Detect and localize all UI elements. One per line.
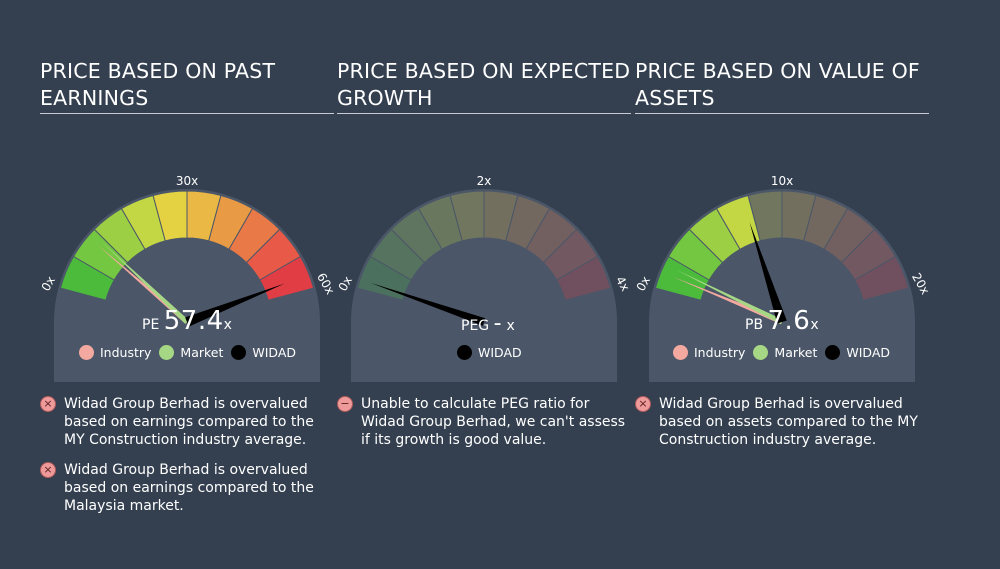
assessment-note: − Unable to calculate PEG ratio for Widad… [337, 395, 631, 449]
note-text: Widad Group Berhad is overvalued based o… [659, 396, 918, 448]
tick-label: 30x [176, 174, 198, 188]
peg-gauge: 0x 2x 4x [336, 170, 632, 382]
legend-label: Market [180, 345, 224, 360]
metric-suffix: x [810, 317, 819, 333]
panel-peg: PRICE BASED ON EXPECTED GROWTH 0x 2x 4x PE… [336, 0, 633, 569]
metric-value: - [493, 311, 503, 336]
minus-icon: − [337, 396, 353, 412]
pe-reading: PE 57.4x [142, 306, 232, 340]
peg-notes: − Unable to calculate PEG ratio for Widad… [337, 395, 631, 461]
legend-item-widad: WIDAD [231, 345, 296, 360]
needle-market [101, 241, 189, 324]
note-text: Unable to calculate PEG ratio for Widad … [361, 396, 626, 448]
metric-label: PEG [461, 318, 490, 334]
metric-suffix: x [223, 317, 232, 333]
legend-swatch [753, 345, 769, 360]
pe-legend: Industry Market WIDAD [79, 345, 304, 363]
legend-item-widad: WIDAD [825, 345, 890, 360]
cross-icon: × [635, 396, 651, 412]
legend-swatch [457, 345, 472, 360]
needle-industry [672, 276, 783, 325]
pe-gauge: 0x 30x 60x [39, 170, 337, 382]
legend-item-market: Market [753, 345, 817, 360]
legend-label: Industry [694, 345, 746, 360]
tick-label: 60x [314, 271, 337, 297]
pe-notes: × Widad Group Berhad is overvalued based … [40, 395, 334, 527]
tick-label: 10x [771, 174, 793, 188]
metric-label: PB [745, 317, 764, 333]
cross-icon: × [40, 396, 56, 412]
pb-gauge-svg: 0x 10x 20x [634, 174, 932, 382]
metric-value: 57.4 [163, 306, 224, 336]
assessment-note: × Widad Group Berhad is overvalued based … [635, 395, 929, 449]
peg-gauge-svg: 0x 2x 4x [336, 174, 632, 382]
pb-gauge: 0x 10x 20x [634, 170, 932, 382]
tick-label: 4x [613, 274, 632, 294]
panel-title: PRICE BASED ON PAST EARNINGS [40, 58, 334, 114]
legend-item-industry: Industry [79, 345, 151, 360]
pe-gauge-svg: 0x 30x 60x [39, 174, 337, 382]
pb-reading: PB 7.6x [745, 306, 819, 340]
tick-label: 0x [634, 274, 653, 294]
legend-label: Industry [100, 345, 152, 360]
legend-swatch [825, 345, 841, 360]
panel-title: PRICE BASED ON EXPECTED GROWTH [337, 58, 631, 114]
metric-value: 7.6 [767, 306, 811, 336]
assessment-note: × Widad Group Berhad is overvalued based … [40, 461, 334, 515]
peg-legend: WIDAD [457, 345, 530, 363]
gauge-hub [400, 238, 568, 382]
tick-label: 2x [477, 174, 492, 188]
panel-pb: PRICE BASED ON VALUE OF ASSETS 0x 10x 20x … [634, 0, 933, 569]
legend-swatch [159, 345, 175, 360]
legend-label: WIDAD [846, 345, 891, 360]
legend-swatch [79, 345, 94, 360]
metric-suffix: x [506, 318, 515, 334]
needle-widad [749, 222, 787, 324]
metric-label: PE [142, 317, 160, 333]
assessment-note: × Widad Group Berhad is overvalued based … [40, 395, 334, 449]
legend-item-industry: Industry [673, 345, 745, 360]
gauge-hub [103, 238, 271, 382]
note-text: Widad Group Berhad is overvalued based o… [64, 396, 314, 448]
legend-label: Market [774, 345, 818, 360]
tick-label: 0x [39, 274, 58, 294]
legend-item-market: Market [159, 345, 223, 360]
panel-title: PRICE BASED ON VALUE OF ASSETS [635, 58, 929, 114]
note-text: Widad Group Berhad is overvalued based o… [64, 462, 314, 514]
pb-notes: × Widad Group Berhad is overvalued based … [635, 395, 929, 461]
needle-market [676, 269, 784, 325]
legend-item-widad: WIDAD [457, 345, 522, 360]
cross-icon: × [40, 462, 56, 478]
tick-label: 20x [909, 271, 932, 297]
legend-label: WIDAD [252, 345, 297, 360]
legend-swatch [231, 345, 247, 360]
needle-widad [370, 282, 486, 326]
legend-swatch [673, 345, 688, 360]
tick-label: 0x [336, 274, 355, 294]
needle-widad [185, 283, 285, 327]
panel-pe: PRICE BASED ON PAST EARNINGS 0x 30x 60x PE… [39, 0, 338, 569]
pb-legend: Industry Market WIDAD [673, 345, 898, 363]
legend-label: WIDAD [478, 345, 522, 360]
peg-reading: PEG - x [461, 311, 515, 345]
